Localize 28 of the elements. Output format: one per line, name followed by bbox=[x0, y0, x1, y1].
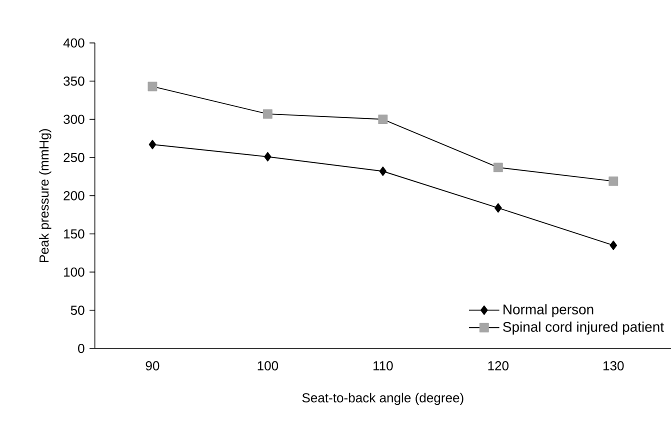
x-axis-title: Seat-to-back angle (degree) bbox=[302, 392, 464, 405]
y-tick-label: 300 bbox=[64, 114, 84, 124]
point bbox=[379, 166, 387, 176]
x-tick-label: 110 bbox=[374, 361, 393, 370]
y-tick-label: 250 bbox=[64, 152, 84, 162]
y-tick-label: 50 bbox=[70, 306, 84, 315]
point bbox=[493, 162, 503, 172]
point bbox=[148, 82, 158, 92]
point bbox=[262, 109, 272, 119]
y-tick-label: 150 bbox=[64, 229, 84, 238]
y-tick-label: 0 bbox=[78, 344, 84, 353]
y-tick-label: 100 bbox=[64, 267, 84, 277]
point bbox=[494, 203, 502, 212]
legend-label: Spinal cord injured patient bbox=[503, 321, 664, 334]
point bbox=[610, 240, 618, 250]
point bbox=[264, 152, 272, 162]
y-tick-label: 400 bbox=[63, 38, 84, 48]
point bbox=[378, 114, 388, 124]
x-tick-label: 120 bbox=[488, 361, 509, 370]
point bbox=[148, 140, 156, 150]
y-tick-label: 350 bbox=[64, 76, 84, 86]
y-tick-label: 200 bbox=[64, 190, 84, 200]
point bbox=[608, 176, 618, 186]
x-tick-label: 130 bbox=[603, 361, 624, 370]
legend-label: Normal person bbox=[504, 304, 594, 318]
x-tick-label: 90 bbox=[146, 361, 160, 370]
y-axis-title: Peak pressure (mmHg) bbox=[39, 128, 52, 262]
x-tick-label: 100 bbox=[258, 361, 278, 370]
